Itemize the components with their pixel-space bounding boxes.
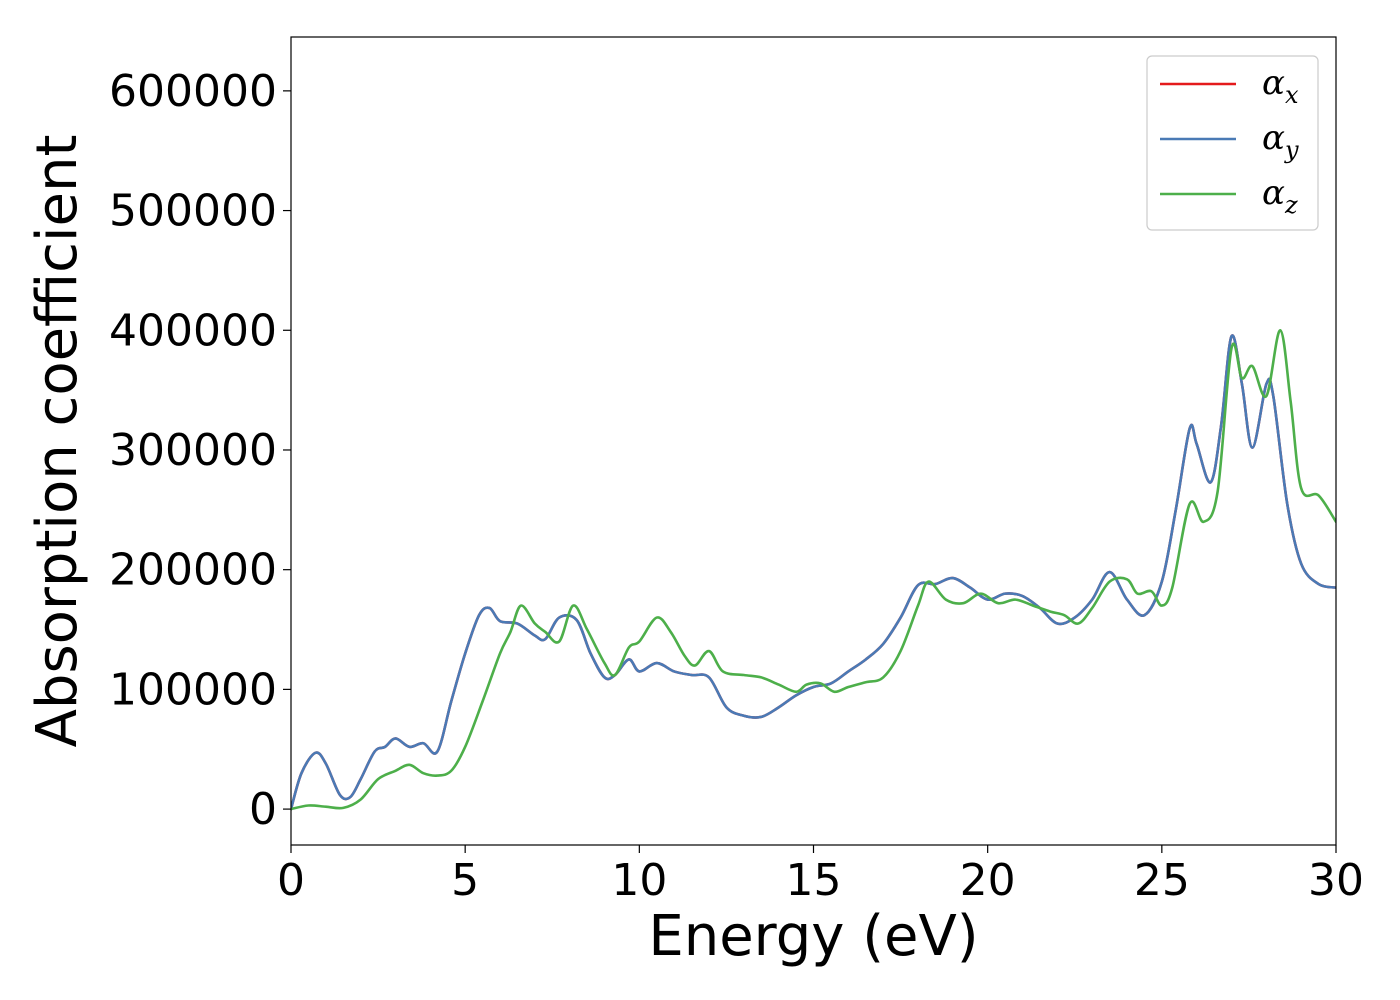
y-tick-label: 400000 [109,305,277,356]
x-axis-ticks: 0 5 10 15 20 25 30 [277,845,1364,906]
series-line-alpha-x [291,334,1336,811]
y-tick-label: 100000 [109,664,277,715]
x-axis-title: Energy (eV) [648,904,978,969]
x-tick-label: 30 [1308,855,1364,906]
x-tick-label: 0 [277,855,305,906]
y-axis-ticks: 0 100000 200000 300000 400000 500000 600000 [109,66,291,835]
x-tick-label: 5 [451,855,479,906]
x-tick-label: 25 [1134,855,1190,906]
y-tick-label: 600000 [109,66,277,117]
legend-box [1146,55,1319,231]
x-tick-label: 15 [786,855,842,906]
y-tick-label: 200000 [109,545,277,596]
x-tick-label: 20 [960,855,1016,906]
y-tick-label: 0 [249,784,277,835]
y-tick-label: 300000 [109,425,277,476]
x-tick-label: 10 [611,855,667,906]
y-tick-label: 500000 [109,186,277,237]
y-axis-title: Absorption coefficient [25,135,90,748]
series-line-alpha-z [291,328,1336,811]
plot-lines [291,328,1336,811]
series-line-alpha-y [291,334,1336,811]
